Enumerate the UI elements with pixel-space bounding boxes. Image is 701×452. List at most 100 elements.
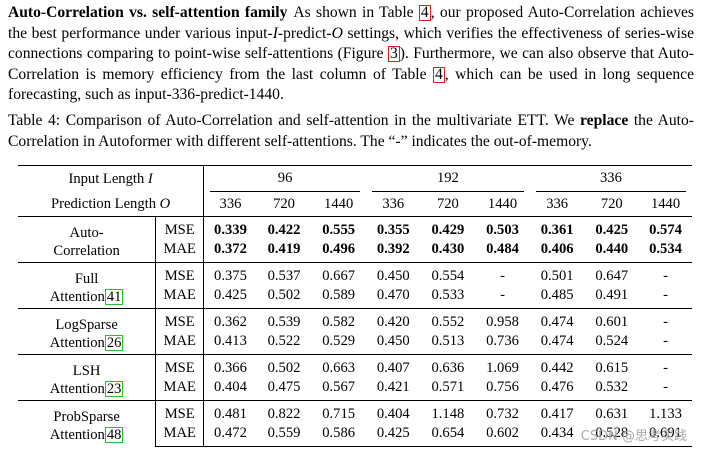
value-cell: - (663, 333, 668, 349)
value-cell: 0.434 (529, 424, 585, 447)
value-cell: 0.502 (267, 287, 301, 303)
value-cell: - (639, 262, 692, 286)
model-name-line1: Full (74, 270, 99, 287)
header-row-prediction: Prediction Length O 336 720 1440 336 720… (18, 192, 692, 217)
value-cell: 0.537 (256, 262, 312, 286)
var-o: O (331, 24, 343, 42)
caption-text: Table 4: Comparison of Auto-Correlation … (8, 112, 581, 129)
paragraph-text: , which can be used in long sequence for… (8, 65, 695, 104)
metric-label: MAE (155, 378, 205, 401)
table-row: Full Attention 41 MSE 0.375 0.537 0.667 0.450 0.… (18, 262, 692, 309)
table-row: Auto- Correlation MSE 0.339 0.422 0.555 0.355 0… (18, 216, 692, 263)
value-cell: 0.756 (486, 379, 519, 395)
value-cell: 0.567 (322, 379, 356, 395)
paragraph-text: -predict- (277, 24, 332, 42)
table-ref-link[interactable]: 4 (418, 4, 431, 21)
value-cell: - (639, 308, 692, 332)
value-cell: 0.485 (540, 287, 574, 303)
model-name-line1: LogSparse (55, 316, 118, 333)
value-cell: 0.715 (311, 400, 366, 424)
value-cell: - (500, 287, 505, 303)
value-cell: 0.491 (595, 287, 629, 303)
header-row-input: Input Length I 96 192 336 (18, 165, 692, 192)
value-cell: 0.422 (267, 222, 301, 238)
value-cell: 0.501 (529, 262, 585, 286)
value-cell: 0.667 (311, 262, 366, 286)
value-cell: 0.417 (529, 400, 585, 424)
value-cell: 0.524 (595, 333, 629, 349)
input-length-label: Input Length I (18, 165, 205, 192)
value-cell: 0.555 (322, 222, 356, 238)
value-cell: 0.602 (475, 424, 530, 447)
model-name: LSH Attention 23 (18, 354, 157, 401)
value-cell: 0.554 (420, 262, 476, 286)
table-row: MAE 0.472 0.559 0.586 0.425 0.654 0.602 0.434 0.… (18, 424, 692, 447)
citation-link[interactable]: 26 (104, 334, 124, 351)
value-cell: 0.663 (311, 354, 366, 378)
value-cell: 0.474 (540, 333, 574, 349)
value-cell: 0.496 (322, 241, 356, 257)
value-cell: 1.133 (639, 400, 692, 424)
input-length-96: 96 (203, 165, 366, 192)
value-cell: 0.339 (214, 222, 247, 238)
caption-bold: replace (580, 112, 629, 129)
metric-label: MSE (155, 262, 205, 286)
pred-length: 336 (365, 192, 421, 217)
value-cell: 0.362 (203, 308, 257, 332)
input-length-192: 192 (365, 165, 530, 192)
metric-label: MAE (155, 240, 205, 263)
value-cell: 0.474 (529, 308, 585, 332)
value-cell: 0.476 (540, 379, 574, 395)
value-cell: 0.472 (203, 424, 257, 447)
results-table: Input Length I 96 192 336 Prediction Len… (18, 165, 692, 447)
value-cell: 0.503 (486, 222, 519, 238)
metric-label: MSE (155, 400, 205, 424)
value-cell: 0.571 (431, 379, 465, 395)
value-cell: 0.470 (376, 287, 410, 303)
value-cell: 0.355 (376, 222, 410, 238)
var-i: I (272, 24, 278, 42)
value-cell: 0.430 (431, 241, 465, 257)
value-cell: 0.419 (267, 241, 301, 257)
value-cell: 0.407 (365, 354, 421, 378)
table-ref-link[interactable]: 4 (433, 65, 445, 83)
prediction-length-label: Prediction Length O (18, 192, 205, 217)
model-name-line1: ProbSparse (53, 408, 120, 425)
value-cell: 0.421 (376, 379, 410, 395)
value-cell: 0.589 (322, 287, 356, 303)
paragraph-text: As shown in Table (293, 4, 419, 21)
paragraph-heading: Auto-Correlation vs. self-attention fami… (8, 4, 288, 21)
value-cell: 0.429 (431, 222, 465, 238)
value-cell: 0.533 (431, 287, 465, 303)
pred-length: 1440 (639, 192, 692, 217)
value-cell: 0.361 (540, 222, 574, 238)
model-name-line2: Correlation (53, 242, 120, 259)
metric-label: MAE (155, 424, 205, 447)
figure-ref-link[interactable]: 3 (387, 45, 400, 63)
value-cell: 0.822 (256, 400, 312, 424)
value-cell: - (475, 262, 530, 286)
value-cell: 0.574 (649, 222, 682, 238)
metric-label: MAE (155, 286, 205, 309)
value-cell: - (639, 354, 692, 378)
value-cell: 0.406 (540, 241, 574, 257)
table-caption: Table 4: Comparison of Auto-Correlation … (8, 111, 694, 152)
value-cell: 0.475 (267, 379, 301, 395)
model-name: Auto- Correlation (18, 216, 157, 263)
value-cell: 0.425 (214, 287, 247, 303)
citation-link[interactable]: 23 (104, 380, 124, 397)
value-cell: 0.440 (595, 241, 629, 257)
value-cell: 0.366 (203, 354, 257, 378)
metric-label: MSE (155, 216, 205, 240)
table-row: MAE 0.372 0.419 0.496 0.392 0.430 0.484 0.406 0.… (18, 240, 692, 263)
citation-link[interactable]: 48 (104, 426, 124, 443)
value-cell: - (663, 287, 668, 303)
value-cell: 0.404 (365, 400, 421, 424)
value-cell: 0.691 (639, 424, 692, 447)
value-cell: 0.404 (214, 379, 247, 395)
model-name-line2: Attention (49, 426, 105, 443)
citation-link[interactable]: 41 (104, 288, 124, 305)
value-cell: 0.631 (584, 400, 640, 424)
value-cell: 0.586 (311, 424, 366, 447)
metric-label: MSE (155, 308, 205, 332)
